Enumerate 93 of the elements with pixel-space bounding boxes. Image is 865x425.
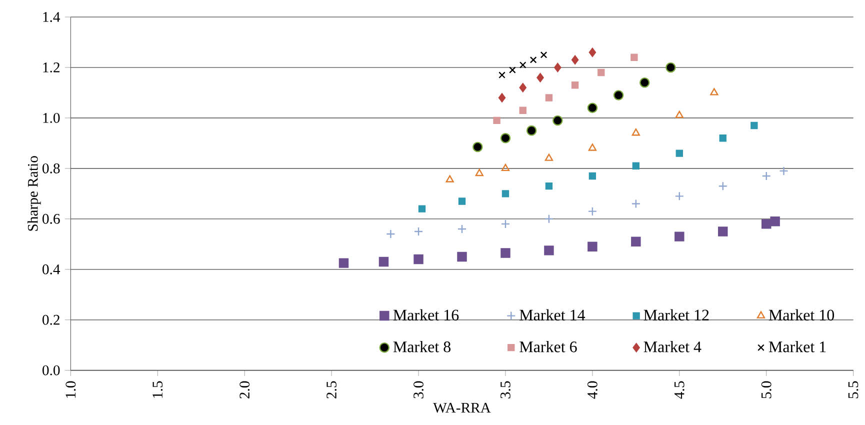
point <box>509 66 516 74</box>
point <box>598 68 605 76</box>
legend-label: Market 10 <box>768 309 834 320</box>
x-tick-label: 1.0 <box>66 381 76 398</box>
x-tick-label: 5.0 <box>761 381 772 398</box>
point <box>639 77 650 88</box>
point <box>676 150 683 157</box>
point <box>519 83 526 92</box>
point <box>674 192 684 201</box>
x-tick-label: 3.5 <box>500 381 510 398</box>
x-tick-label: 4.0 <box>587 381 598 399</box>
point <box>545 182 553 190</box>
point <box>544 154 554 161</box>
point <box>536 72 544 82</box>
point <box>530 56 537 64</box>
point <box>554 62 562 72</box>
y-tick-label: 1.0 <box>43 112 60 123</box>
point <box>519 106 526 114</box>
point <box>552 115 563 126</box>
point <box>779 166 788 176</box>
point <box>666 62 676 73</box>
point <box>457 224 467 234</box>
point <box>588 206 598 216</box>
point <box>571 55 579 65</box>
y-tick-label: 1.4 <box>43 12 60 22</box>
legend-label: Market 8 <box>393 341 450 352</box>
x-tick-label: 2.0 <box>240 381 250 398</box>
point <box>338 258 349 268</box>
y-tick-label: 1.2 <box>43 62 60 72</box>
x-tick-label: 1.5 <box>152 381 163 398</box>
point <box>588 48 596 57</box>
point <box>674 232 684 242</box>
point <box>500 219 510 229</box>
point <box>414 254 424 264</box>
point <box>718 181 728 191</box>
x-tick-label: 2.5 <box>326 381 337 398</box>
x-tick-label: 5.5 <box>848 381 858 398</box>
point <box>632 128 640 136</box>
point <box>710 88 718 96</box>
point <box>588 172 596 180</box>
point <box>632 162 640 170</box>
x-axis-title: WA-RRA <box>433 402 491 413</box>
point <box>458 198 466 205</box>
point <box>770 216 780 226</box>
point <box>418 205 426 212</box>
point <box>675 110 684 118</box>
y-tick-label: 0.4 <box>42 264 60 274</box>
point <box>472 142 483 152</box>
point <box>526 125 537 136</box>
point <box>544 246 554 256</box>
point <box>761 219 772 229</box>
y-tick-label: 0.0 <box>42 365 60 376</box>
point <box>498 72 506 78</box>
y-tick-label: 0.6 <box>42 214 60 224</box>
point <box>588 242 598 252</box>
point <box>475 168 484 176</box>
point <box>631 236 641 246</box>
point <box>587 102 598 113</box>
point <box>493 116 500 124</box>
x-tick-label: 4.5 <box>674 381 684 399</box>
legend-label: Market 12 <box>644 309 709 320</box>
point <box>545 94 553 102</box>
point <box>750 122 758 130</box>
legend-label: Market 6 <box>520 341 577 352</box>
point <box>613 90 624 100</box>
legend-label: Market 16 <box>393 309 459 320</box>
x-tick-label: 3.0 <box>414 381 424 398</box>
point <box>588 144 597 151</box>
point <box>519 62 526 68</box>
legend-label: Market 1 <box>768 341 826 352</box>
point <box>414 226 424 236</box>
point <box>544 214 554 224</box>
point <box>719 134 726 142</box>
point <box>446 175 454 182</box>
point <box>631 199 641 208</box>
point <box>540 51 548 58</box>
legend-label: Market 14 <box>520 309 586 320</box>
point <box>386 229 396 239</box>
point <box>718 226 728 236</box>
y-tick-label: 0.8 <box>42 163 60 174</box>
point <box>500 248 510 258</box>
point <box>501 164 510 172</box>
y-axis-title: Sharpe Ratio <box>28 156 41 231</box>
point <box>457 252 467 262</box>
legend-label: Market 4 <box>644 341 702 352</box>
point <box>630 54 638 61</box>
point <box>378 256 389 267</box>
y-tick-label: 0.2 <box>42 314 60 325</box>
point <box>571 82 579 89</box>
point <box>498 93 506 102</box>
point <box>500 133 511 144</box>
point <box>502 190 510 198</box>
point <box>762 171 771 181</box>
